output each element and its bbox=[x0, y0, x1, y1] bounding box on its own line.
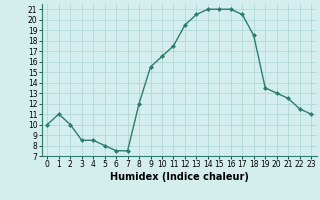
X-axis label: Humidex (Indice chaleur): Humidex (Indice chaleur) bbox=[110, 172, 249, 182]
